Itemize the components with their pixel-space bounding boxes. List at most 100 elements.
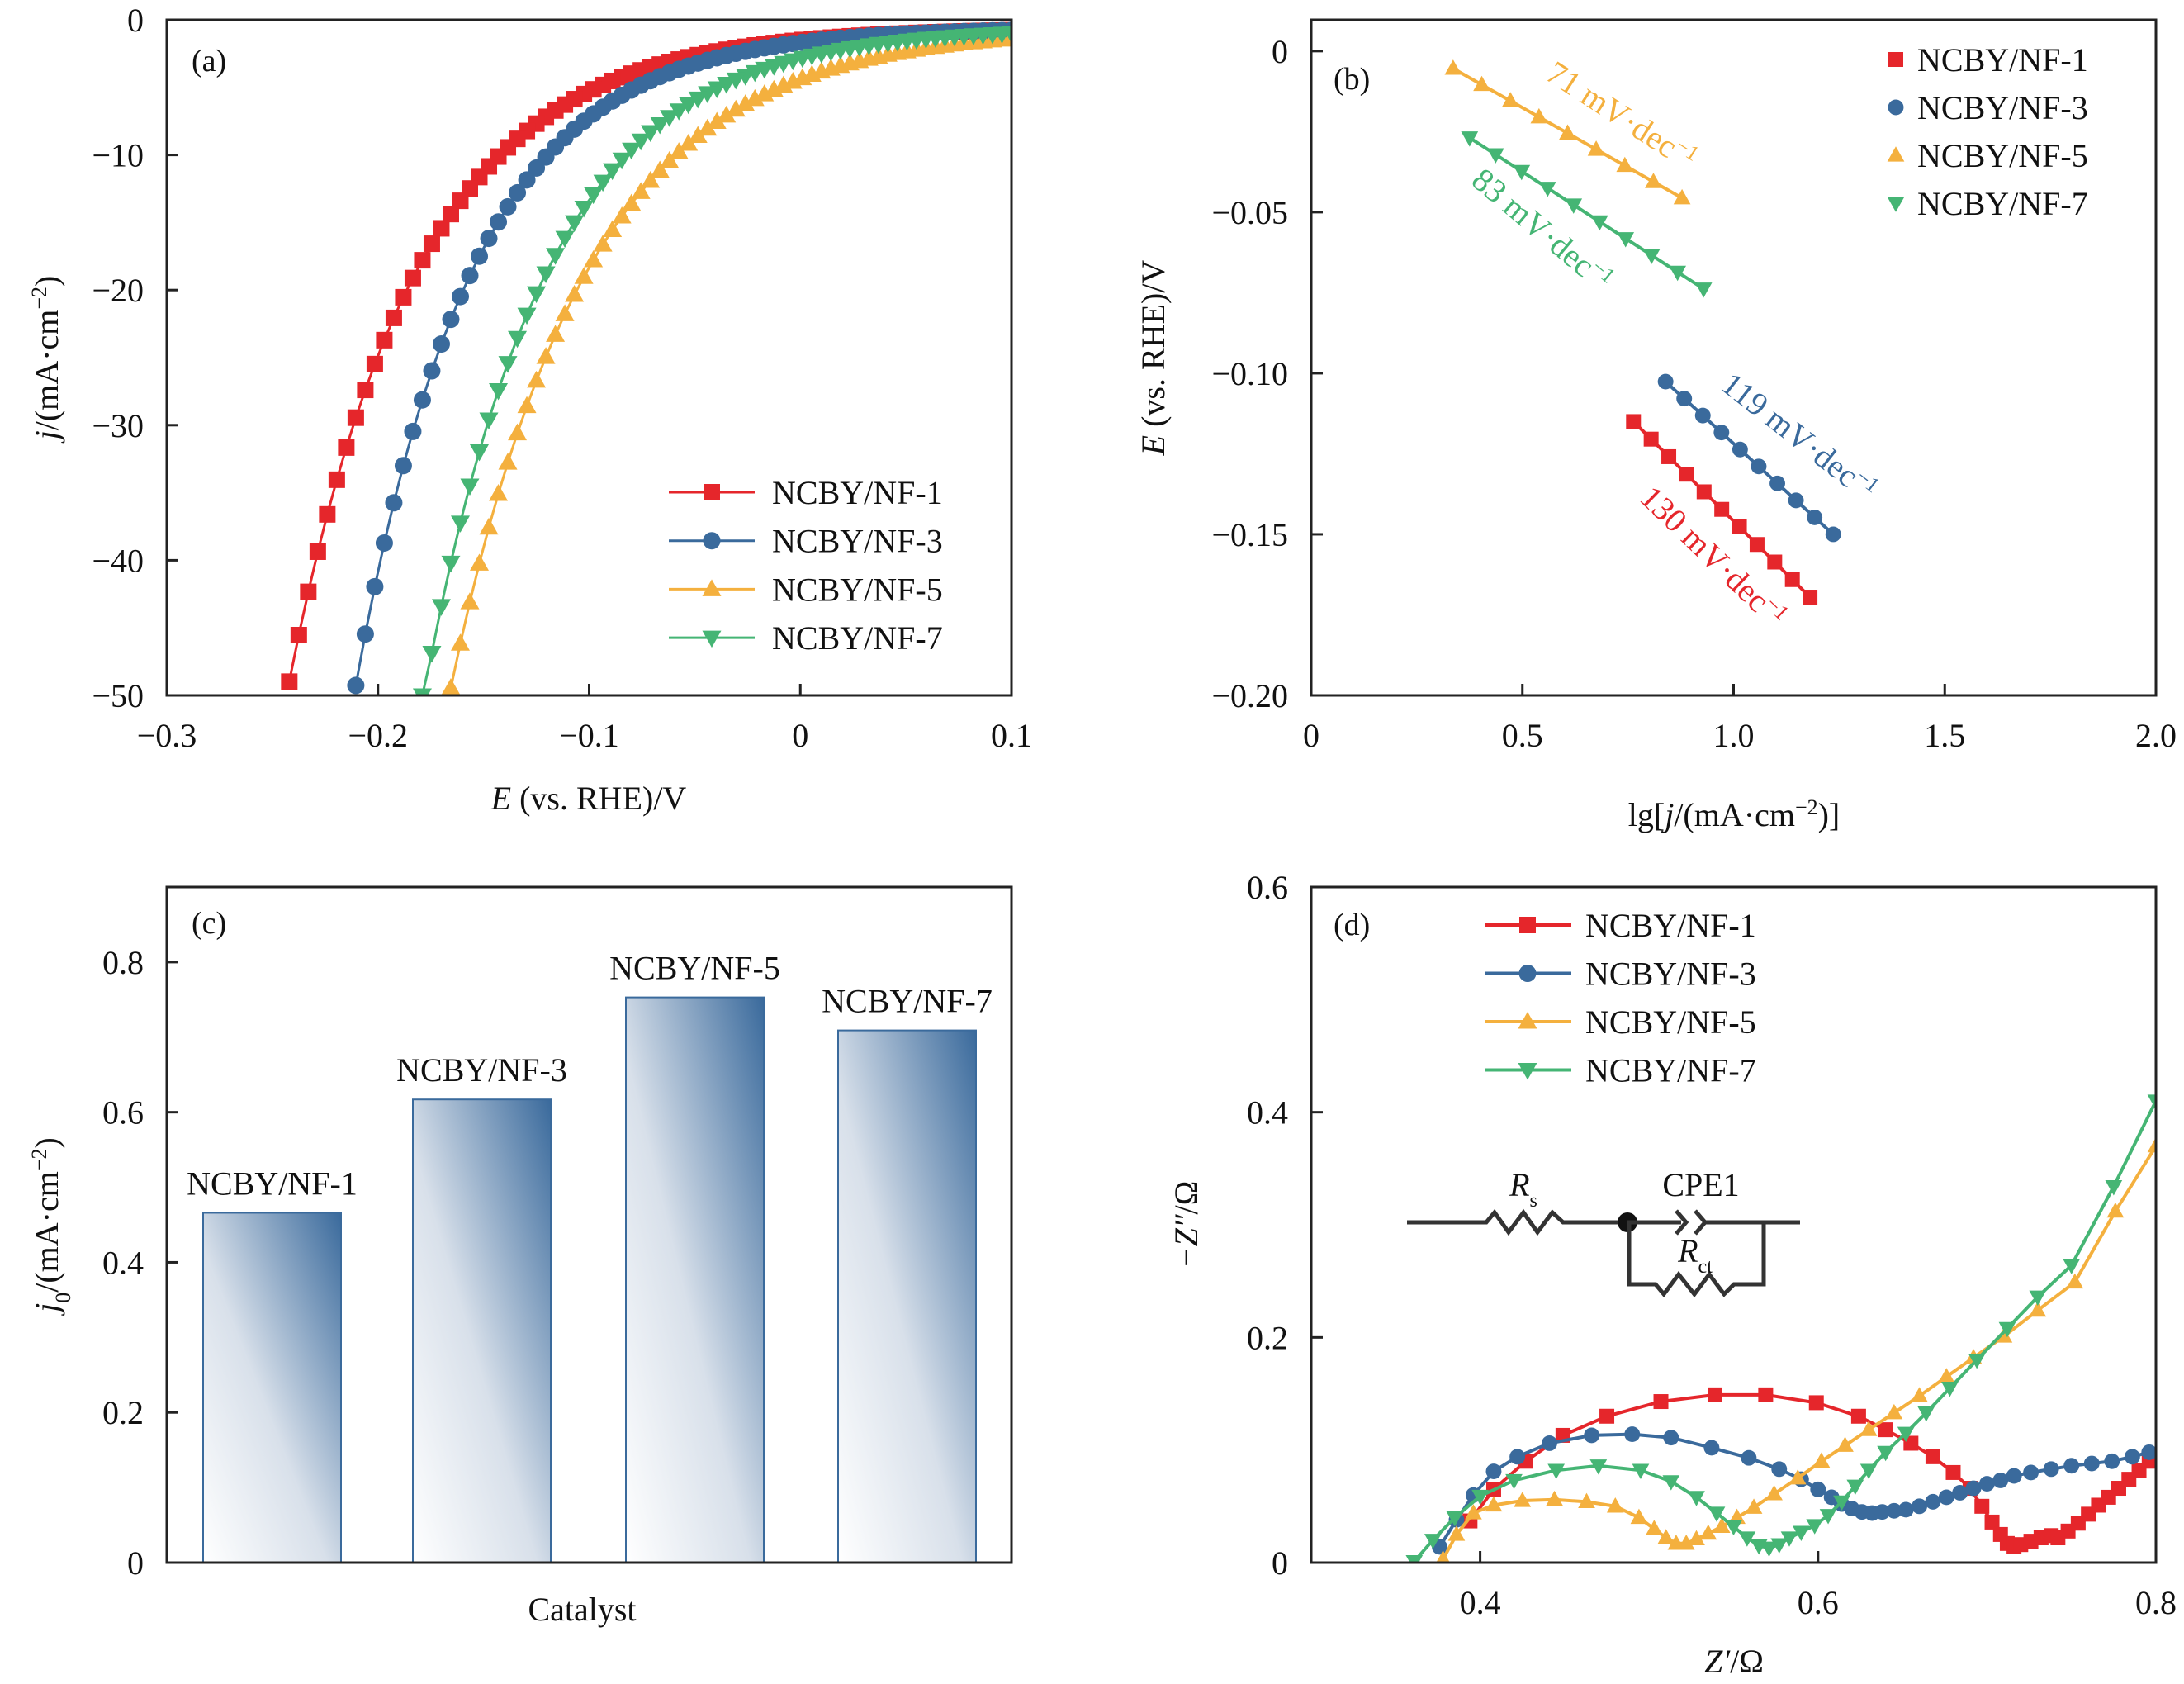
panel-d-ylabel: −Z″/Ω <box>1168 1181 1205 1269</box>
data-point-nf-1 <box>300 583 317 600</box>
legend-marker <box>1518 1012 1537 1029</box>
data-point-nf-5 <box>1745 1498 1763 1514</box>
bar-label: NCBY/NF-3 <box>396 1051 567 1089</box>
data-point-nf-3 <box>1978 1476 1995 1492</box>
slope-label-nf-5: 71 mV·dec−1 <box>1540 53 1704 178</box>
legend-marker <box>1518 965 1537 982</box>
data-point-nf-3 <box>1810 1481 1826 1497</box>
data-point-nf-1 <box>414 252 431 269</box>
circuit-label-rs: Rs <box>1509 1166 1537 1212</box>
data-point-nf-5 <box>679 133 699 151</box>
data-point-nf-7 <box>450 515 470 533</box>
data-point-nf-7 <box>688 91 708 109</box>
panel-b-xlabel: lg[j/(mA·cm−2)] <box>1628 795 1841 834</box>
y-tick-label: −40 <box>92 542 144 579</box>
legend-label: NCBY/NF-7 <box>772 619 943 657</box>
data-point-nf-5 <box>1677 1535 1695 1550</box>
data-point-nf-7 <box>1486 148 1504 164</box>
data-point-nf-5 <box>1885 1403 1903 1420</box>
cpe-plate-2 <box>1694 1209 1708 1236</box>
data-point-nf-1 <box>1626 414 1642 429</box>
data-point-nf-3 <box>394 457 412 475</box>
data-point-nf-5 <box>1645 173 1662 188</box>
x-tick-label: 0.1 <box>991 717 1032 754</box>
bar-4 <box>837 1029 977 1563</box>
data-point-nf-3 <box>1825 526 1841 543</box>
y-tick-label: 0 <box>1272 1544 1288 1582</box>
x-tick-label: 0.4 <box>1460 1584 1501 1621</box>
data-point-nf-1 <box>1714 501 1730 517</box>
data-point-nf-7 <box>1968 1353 1986 1369</box>
legend-label: NCBY/NF-7 <box>1585 1052 1756 1089</box>
data-point-nf-7 <box>1770 1538 1788 1554</box>
legend-marker <box>703 532 721 550</box>
data-point-nf-5 <box>669 142 689 159</box>
y-tick-label: 0.6 <box>102 1094 144 1131</box>
y-tick-label: 0.6 <box>1247 869 1288 906</box>
data-point-nf-7 <box>1513 164 1531 181</box>
data-point-nf-1 <box>442 206 459 223</box>
panel-b-tag: (b) <box>1334 62 1370 97</box>
data-point-nf-3 <box>528 159 546 177</box>
data-point-nf-5 <box>707 111 727 130</box>
data-point-nf-3 <box>1732 441 1748 458</box>
data-point-nf-5 <box>1788 1468 1807 1485</box>
data-point-nf-5 <box>584 250 604 268</box>
data-point-nf-7 <box>631 133 651 151</box>
x-tick-label: 0.8 <box>2135 1584 2177 1621</box>
x-tick-label: 1.5 <box>1924 717 1965 754</box>
data-point-nf-7 <box>508 330 528 349</box>
data-point-nf-7 <box>1632 1463 1650 1480</box>
data-point-nf-3 <box>1713 425 1730 441</box>
data-point-nf-7 <box>1505 1473 1523 1490</box>
data-point-nf-7 <box>1565 198 1583 214</box>
circuit-label-cpe: CPE1 <box>1662 1166 1739 1203</box>
panel-c-frame <box>165 885 1013 1564</box>
data-point-nf-3 <box>1912 1498 1928 1515</box>
data-point-nf-3 <box>347 676 365 695</box>
legend-marker <box>1519 917 1536 933</box>
data-point-nf-1 <box>290 627 307 644</box>
data-point-nf-3 <box>1509 1449 1526 1465</box>
x-tick-label: 0 <box>1303 717 1319 754</box>
data-point-nf-5 <box>2147 1136 2156 1153</box>
data-point-nf-3 <box>518 171 536 189</box>
data-point-nf-7 <box>2105 1179 2123 1196</box>
legend-marker <box>702 630 722 648</box>
legend-label: NCBY/NF-5 <box>1585 1003 1756 1041</box>
series-nf-7 <box>1461 131 1713 298</box>
bar-1 <box>202 1212 342 1563</box>
y-tick-label: 0.2 <box>102 1394 144 1431</box>
data-point-nf-1 <box>347 409 364 426</box>
data-point-nf-5 <box>1514 1492 1532 1507</box>
data-point-nf-5 <box>631 182 651 199</box>
y-tick-label: −50 <box>92 677 144 714</box>
x-tick-label: 1.0 <box>1713 717 1755 754</box>
series-line-nf-3 <box>1664 380 1835 536</box>
data-point-nf-7 <box>546 248 566 265</box>
panel-c-ylabel: j0/(mA·cm−2) <box>27 1137 75 1316</box>
data-point-nf-5 <box>660 150 680 168</box>
data-point-nf-3 <box>499 197 517 216</box>
legend-item-nf-7: NCBY/NF-7 <box>669 619 943 657</box>
data-point-nf-7 <box>2063 1259 2081 1274</box>
series-nf-3 <box>1657 373 1841 543</box>
data-point-nf-1 <box>1696 484 1712 500</box>
data-point-nf-5 <box>1995 1327 2013 1343</box>
data-point-nf-5 <box>1836 1436 1854 1452</box>
data-point-nf-1 <box>1707 1387 1722 1402</box>
data-point-nf-5 <box>745 88 765 107</box>
data-point-nf-7 <box>660 110 680 127</box>
data-point-nf-5 <box>1530 107 1548 124</box>
legend-label: NCBY/NF-1 <box>1917 41 2088 78</box>
data-point-nf-5 <box>603 220 623 237</box>
data-point-nf-5 <box>460 592 480 610</box>
data-point-nf-1 <box>328 471 345 488</box>
data-point-nf-5 <box>1657 1529 1675 1544</box>
data-point-nf-5 <box>546 325 566 342</box>
data-point-nf-7 <box>1833 1495 1850 1511</box>
data-point-nf-3 <box>432 335 450 353</box>
data-point-nf-7 <box>1538 182 1556 197</box>
data-point-nf-1 <box>1974 1498 1990 1514</box>
